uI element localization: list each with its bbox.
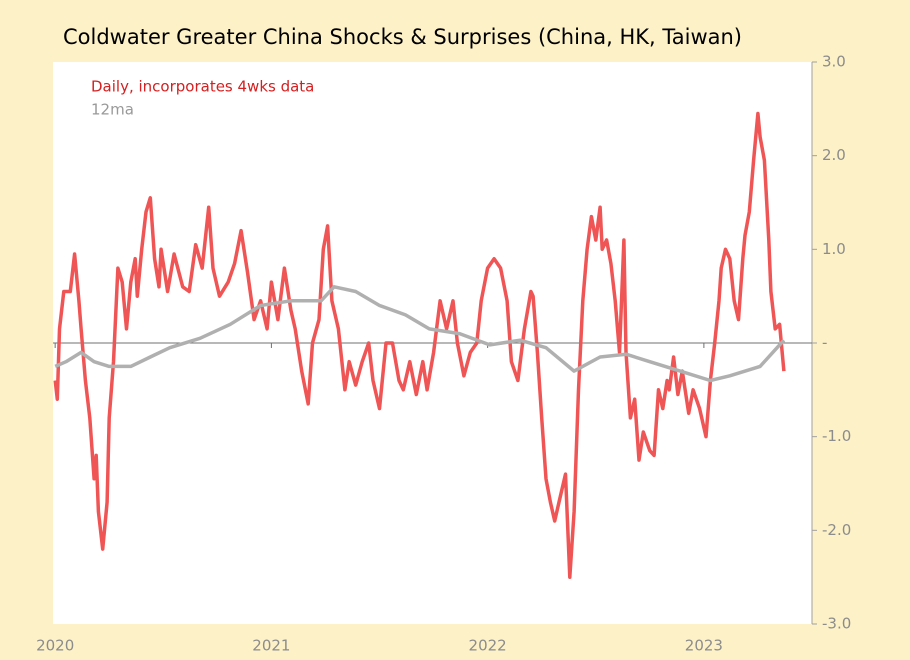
y-tick-label: 1.0 — [822, 240, 846, 258]
y-tick-label: 3.0 — [822, 53, 846, 71]
x-tick-label: 2021 — [252, 637, 290, 655]
y-tick-label: -3.0 — [822, 615, 851, 633]
x-tick-label: 2022 — [469, 637, 507, 655]
y-tick-label: 2.0 — [822, 146, 846, 164]
legend-label: 12ma — [91, 101, 134, 119]
chart-title: Coldwater Greater China Shocks & Surpris… — [63, 25, 742, 49]
y-tick-label: -2.0 — [822, 521, 851, 539]
series-line — [53, 111, 786, 579]
y-tick-label: -1.0 — [822, 427, 851, 445]
x-tick-label: 2023 — [685, 637, 723, 655]
series-line — [54, 285, 786, 383]
x-tick-label: 2020 — [36, 637, 74, 655]
y-tick-label: - — [822, 334, 827, 352]
legend-label: Daily, incorporates 4wks data — [91, 78, 314, 96]
